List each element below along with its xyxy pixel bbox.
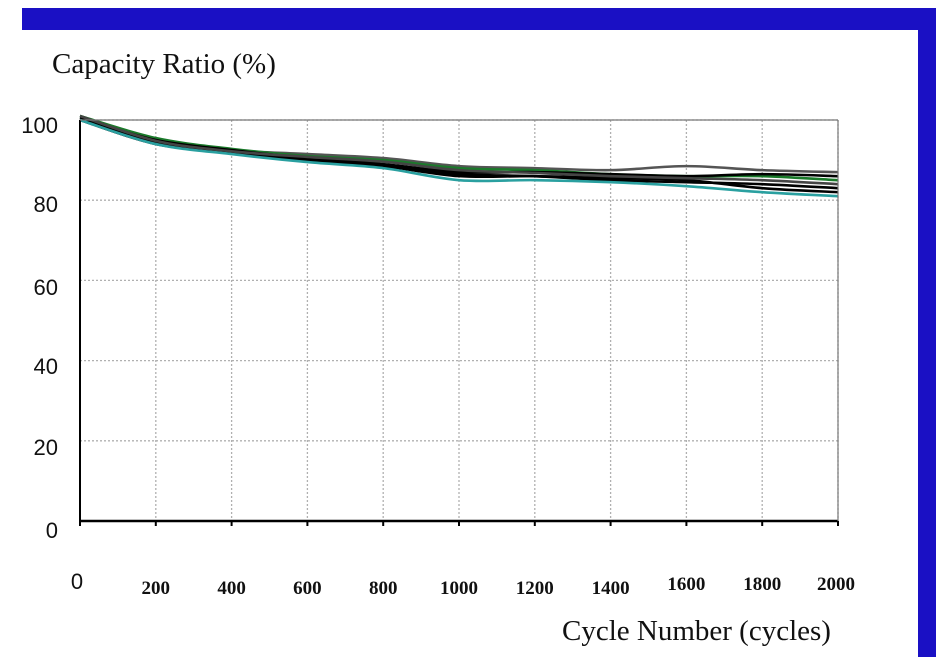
x-axis-label: Cycle Number (cycles) — [562, 615, 831, 647]
x-tick-label: 0 — [71, 569, 83, 594]
y-tick-label: 40 — [34, 354, 58, 379]
y-tick-label: 60 — [34, 275, 58, 300]
y-tick-label: 100 — [21, 113, 58, 138]
series-line-7 — [79, 114, 839, 186]
y-tick-label: 20 — [34, 435, 58, 460]
y-tick-label: 0 — [46, 518, 58, 543]
x-tick-label: 800 — [369, 578, 398, 599]
x-tick-label: 2000 — [817, 574, 855, 595]
x-tick-label: 1600 — [667, 574, 705, 595]
x-tick-label: 1000 — [440, 578, 478, 599]
series-line-3 — [79, 116, 839, 178]
x-tick-label: 600 — [293, 578, 322, 599]
x-tick-label: 1800 — [743, 574, 781, 595]
x-tick-label: 1200 — [516, 578, 554, 599]
frame-top-bar — [22, 8, 936, 30]
series-line-6 — [79, 118, 839, 198]
x-tick-label: 200 — [142, 578, 171, 599]
x-tick-label: 1400 — [592, 578, 630, 599]
series-lines — [79, 114, 839, 198]
plot-axes — [79, 119, 839, 526]
y-axis-label: Capacity Ratio (%) — [52, 48, 276, 80]
y-tick-label: 80 — [34, 192, 58, 217]
x-tick-label: 400 — [217, 578, 246, 599]
frame-right-bar — [918, 8, 936, 657]
